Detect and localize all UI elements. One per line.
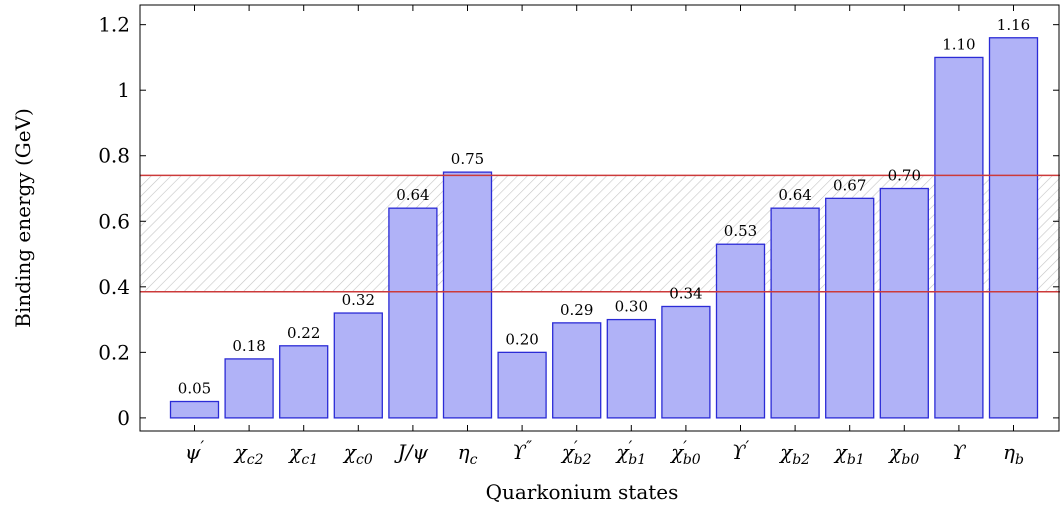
- bar-value-label: 0.75: [451, 150, 484, 168]
- bar: [279, 345, 329, 419]
- bar: [879, 187, 929, 419]
- x-tick-label: ϒ′: [732, 437, 750, 464]
- bar-value-label: 0.70: [888, 167, 921, 185]
- bar: [606, 318, 656, 419]
- x-tick-label: χb2: [778, 440, 810, 468]
- x-tick-label: ηc: [458, 440, 478, 468]
- bar: [333, 312, 383, 419]
- x-tick-label: ψ′: [185, 437, 205, 464]
- x-tick-label: χ′ b0: [669, 437, 701, 468]
- y-tick-label: 1.2: [98, 13, 130, 37]
- bar: [497, 351, 547, 419]
- x-tick-label: χ′ b2: [560, 437, 592, 468]
- y-tick-label: 0.6: [98, 209, 130, 233]
- y-tick-label: 0.4: [98, 275, 130, 299]
- bar: [825, 197, 875, 419]
- bar-value-label: 0.64: [396, 186, 429, 204]
- y-axis-title: Binding energy (GeV): [11, 108, 35, 328]
- x-tick-label: χc2: [233, 440, 264, 468]
- bar-value-label: 0.53: [724, 222, 757, 240]
- bar-value-label: 0.64: [778, 186, 811, 204]
- x-tick-label: χb0: [887, 440, 919, 468]
- bar: [988, 37, 1039, 419]
- bar: [715, 243, 766, 419]
- bar-value-label: 0.34: [669, 284, 702, 302]
- x-tick-label: χc1: [287, 440, 318, 468]
- bar: [770, 207, 820, 419]
- x-tick-label: ηb: [1003, 440, 1024, 468]
- y-tick-label: 0: [117, 406, 130, 430]
- x-tick-label: ϒ: [952, 440, 967, 464]
- plot-frame: [139, 4, 1060, 432]
- bar: [442, 171, 493, 419]
- bar-value-label: 0.32: [342, 291, 375, 309]
- bar: [388, 207, 438, 419]
- x-tick-label: J/ψ: [394, 440, 429, 464]
- bar: [934, 56, 984, 419]
- y-tick-label: 0.2: [98, 340, 130, 364]
- data-labels: 0.05 0.18 0.22 0.32 0.64 0.75 0.20 0.29 0.30 0.34…: [178, 16, 1030, 398]
- bar: [169, 400, 220, 419]
- bar-value-label: 0.29: [560, 301, 593, 319]
- x-tick-label: χc0: [342, 440, 373, 468]
- bar-value-label: 0.22: [287, 324, 320, 342]
- y-tick-label: 1: [117, 78, 130, 102]
- x-tick-label: χb1: [833, 440, 865, 468]
- x-axis-title: Quarkonium states: [486, 480, 679, 504]
- y-tick-label: 0.8: [98, 144, 130, 168]
- axes: 0 0.2 0.4 0.6 0.8 1 1.2 ψ′ χc2 χc1 χc0 J/ψ ηc ϒ″ χ′ b2 χ…: [98, 4, 1060, 468]
- band-lines: [140, 174, 1060, 293]
- x-tick-label: χ′ b1: [614, 437, 646, 468]
- bar-value-label: 1.10: [942, 35, 975, 53]
- bar: [552, 322, 602, 419]
- bar-value-label: 0.67: [833, 176, 866, 194]
- bars: [169, 37, 1039, 419]
- bar: [661, 305, 711, 419]
- bar: [224, 358, 274, 419]
- bar-value-label: 0.18: [232, 337, 265, 355]
- bar-value-label: 0.20: [505, 330, 538, 348]
- bar-value-label: 0.05: [178, 380, 211, 398]
- bar-value-label: 0.30: [615, 298, 648, 316]
- bar-value-label: 1.16: [997, 16, 1030, 34]
- x-tick-label: ϒ″: [512, 437, 532, 464]
